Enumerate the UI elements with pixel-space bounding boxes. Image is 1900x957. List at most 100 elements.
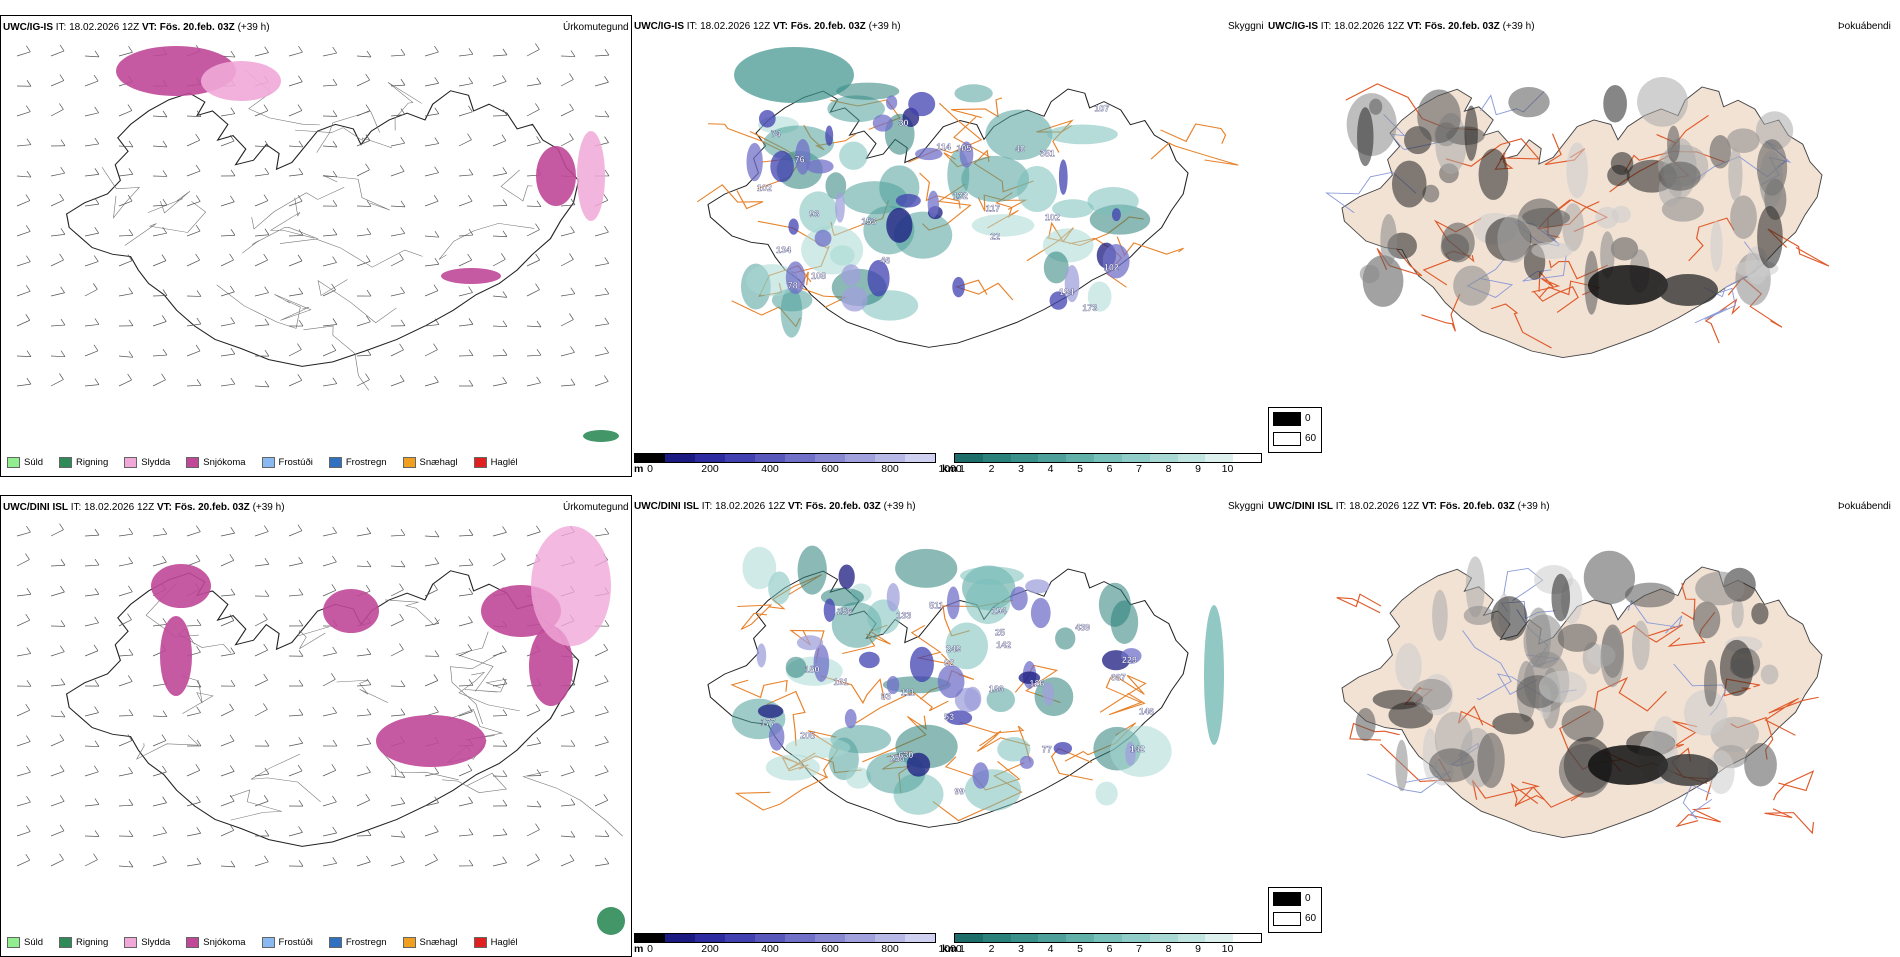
fog-index-shading — [1380, 214, 1397, 266]
wind-barb-flag — [231, 861, 235, 867]
colorbar-step — [955, 934, 983, 942]
wind-barb — [85, 623, 99, 626]
wind-barb-flag — [129, 767, 133, 773]
visibility-tick: 2 — [989, 943, 995, 955]
cloud-base-value: 93 — [809, 209, 819, 219]
visibility-tick: 5 — [1077, 943, 1083, 955]
low-visibility-area — [766, 754, 820, 780]
wind-barb — [493, 296, 507, 297]
wind-barb — [323, 863, 337, 866]
wind-barb-flag — [26, 195, 30, 201]
colorbar-step — [1038, 934, 1066, 942]
low-visibility-area — [734, 47, 854, 103]
colorbar-step — [905, 934, 935, 942]
wind-barb — [85, 351, 98, 356]
wind-barb — [459, 535, 473, 536]
wind-barb — [323, 533, 337, 536]
wind-barb — [51, 831, 64, 836]
vt-value: Fös. 20.feb. 03Z — [175, 502, 250, 513]
cloud-base-area — [842, 264, 861, 286]
wind-barb-flag — [231, 378, 235, 384]
wind-barb-flag — [61, 140, 65, 146]
colorbar-step — [845, 934, 875, 942]
it-value: 18.02.2026 12Z — [700, 21, 770, 32]
wind-barb-flag — [26, 285, 30, 291]
wind-barb — [459, 835, 473, 836]
wind-barb-flag — [569, 314, 573, 320]
wind-barb-flag — [95, 741, 99, 747]
wind-barb — [493, 559, 505, 566]
wind-barb-flag — [604, 736, 608, 742]
vt-value: Fös. 20.feb. 03Z — [1425, 21, 1500, 32]
legend-swatch — [124, 457, 137, 468]
fog-index-shading — [1441, 234, 1469, 261]
wind-barb — [391, 566, 405, 567]
wind-barb-flag — [503, 321, 507, 327]
wind-barb-flag — [537, 737, 541, 743]
height-unit: m — [634, 943, 643, 955]
legend-item-rigning: Rigning — [59, 457, 108, 468]
colorbar-step — [1122, 934, 1150, 942]
low-visibility-area — [1055, 627, 1075, 649]
wind-barb — [289, 595, 303, 596]
fog-index-shading — [1464, 106, 1477, 161]
wind-barb — [323, 384, 337, 386]
wind-barb-flag — [469, 318, 473, 324]
wind-barb — [595, 232, 608, 236]
wind-barb — [187, 385, 201, 386]
wind-barb-flag — [298, 374, 302, 380]
wind-barb-flag — [128, 46, 132, 52]
cloud-base-value: 133 — [896, 610, 911, 620]
cloud-base-value: 92 — [944, 658, 954, 668]
wind-barb — [221, 560, 234, 566]
cloud-base-value: 105 — [956, 144, 971, 154]
wind-barb-flag — [265, 590, 269, 596]
wind-barb-flag — [27, 171, 31, 177]
wind-barb-flag — [536, 284, 540, 290]
fog-index-shading — [1453, 266, 1490, 306]
wind-barb-flag — [469, 860, 473, 866]
wind-barb — [17, 772, 30, 776]
wind-barb-flag — [129, 351, 133, 357]
cloud-base-value: 256 — [837, 606, 852, 616]
colorbar-step — [1150, 454, 1178, 462]
wind-barb — [85, 289, 97, 296]
cloud-base-area — [845, 709, 857, 728]
cloud-base-value: 99 — [955, 787, 965, 797]
cloud-base-value: 102 — [1045, 213, 1060, 223]
cloud-base-value: 153 — [861, 217, 876, 227]
wind-barb-flag — [263, 614, 267, 620]
wind-barb-flag — [299, 141, 303, 147]
wind-barb — [255, 386, 269, 387]
cloud-base-area — [806, 159, 834, 173]
wind-barb — [85, 772, 98, 776]
wind-barb-flag — [435, 558, 439, 564]
wind-barb-flag — [401, 529, 405, 535]
wind-barb — [425, 382, 438, 386]
wind-barb — [17, 594, 31, 596]
colorbar-step — [1233, 934, 1261, 942]
cloud-base-area — [928, 191, 939, 218]
wind-barb-flag — [95, 107, 99, 113]
wind-barb-flag — [27, 351, 31, 357]
wind-barb — [221, 384, 235, 386]
visibility-tick: 10 — [1222, 463, 1234, 475]
cloud-base-area — [746, 143, 762, 181]
fog-index-shading — [1392, 161, 1427, 208]
wind-barb-flag — [401, 561, 405, 567]
fog-legend-label: 60 — [1305, 913, 1316, 924]
cloud-base-area — [835, 192, 845, 222]
sleet-area — [201, 61, 281, 101]
wind-barb — [51, 565, 65, 566]
fog-index-shading — [1526, 608, 1551, 668]
cloud-base-area — [759, 110, 776, 128]
wind-barb-flag — [401, 79, 405, 85]
wind-barb — [561, 712, 574, 716]
wind-barb-flag — [93, 854, 97, 860]
wind-barb — [153, 534, 167, 536]
wind-barb — [595, 772, 608, 776]
wind-barb — [17, 560, 29, 566]
legend-swatch — [329, 457, 342, 468]
wind-barb-flag — [162, 856, 166, 862]
